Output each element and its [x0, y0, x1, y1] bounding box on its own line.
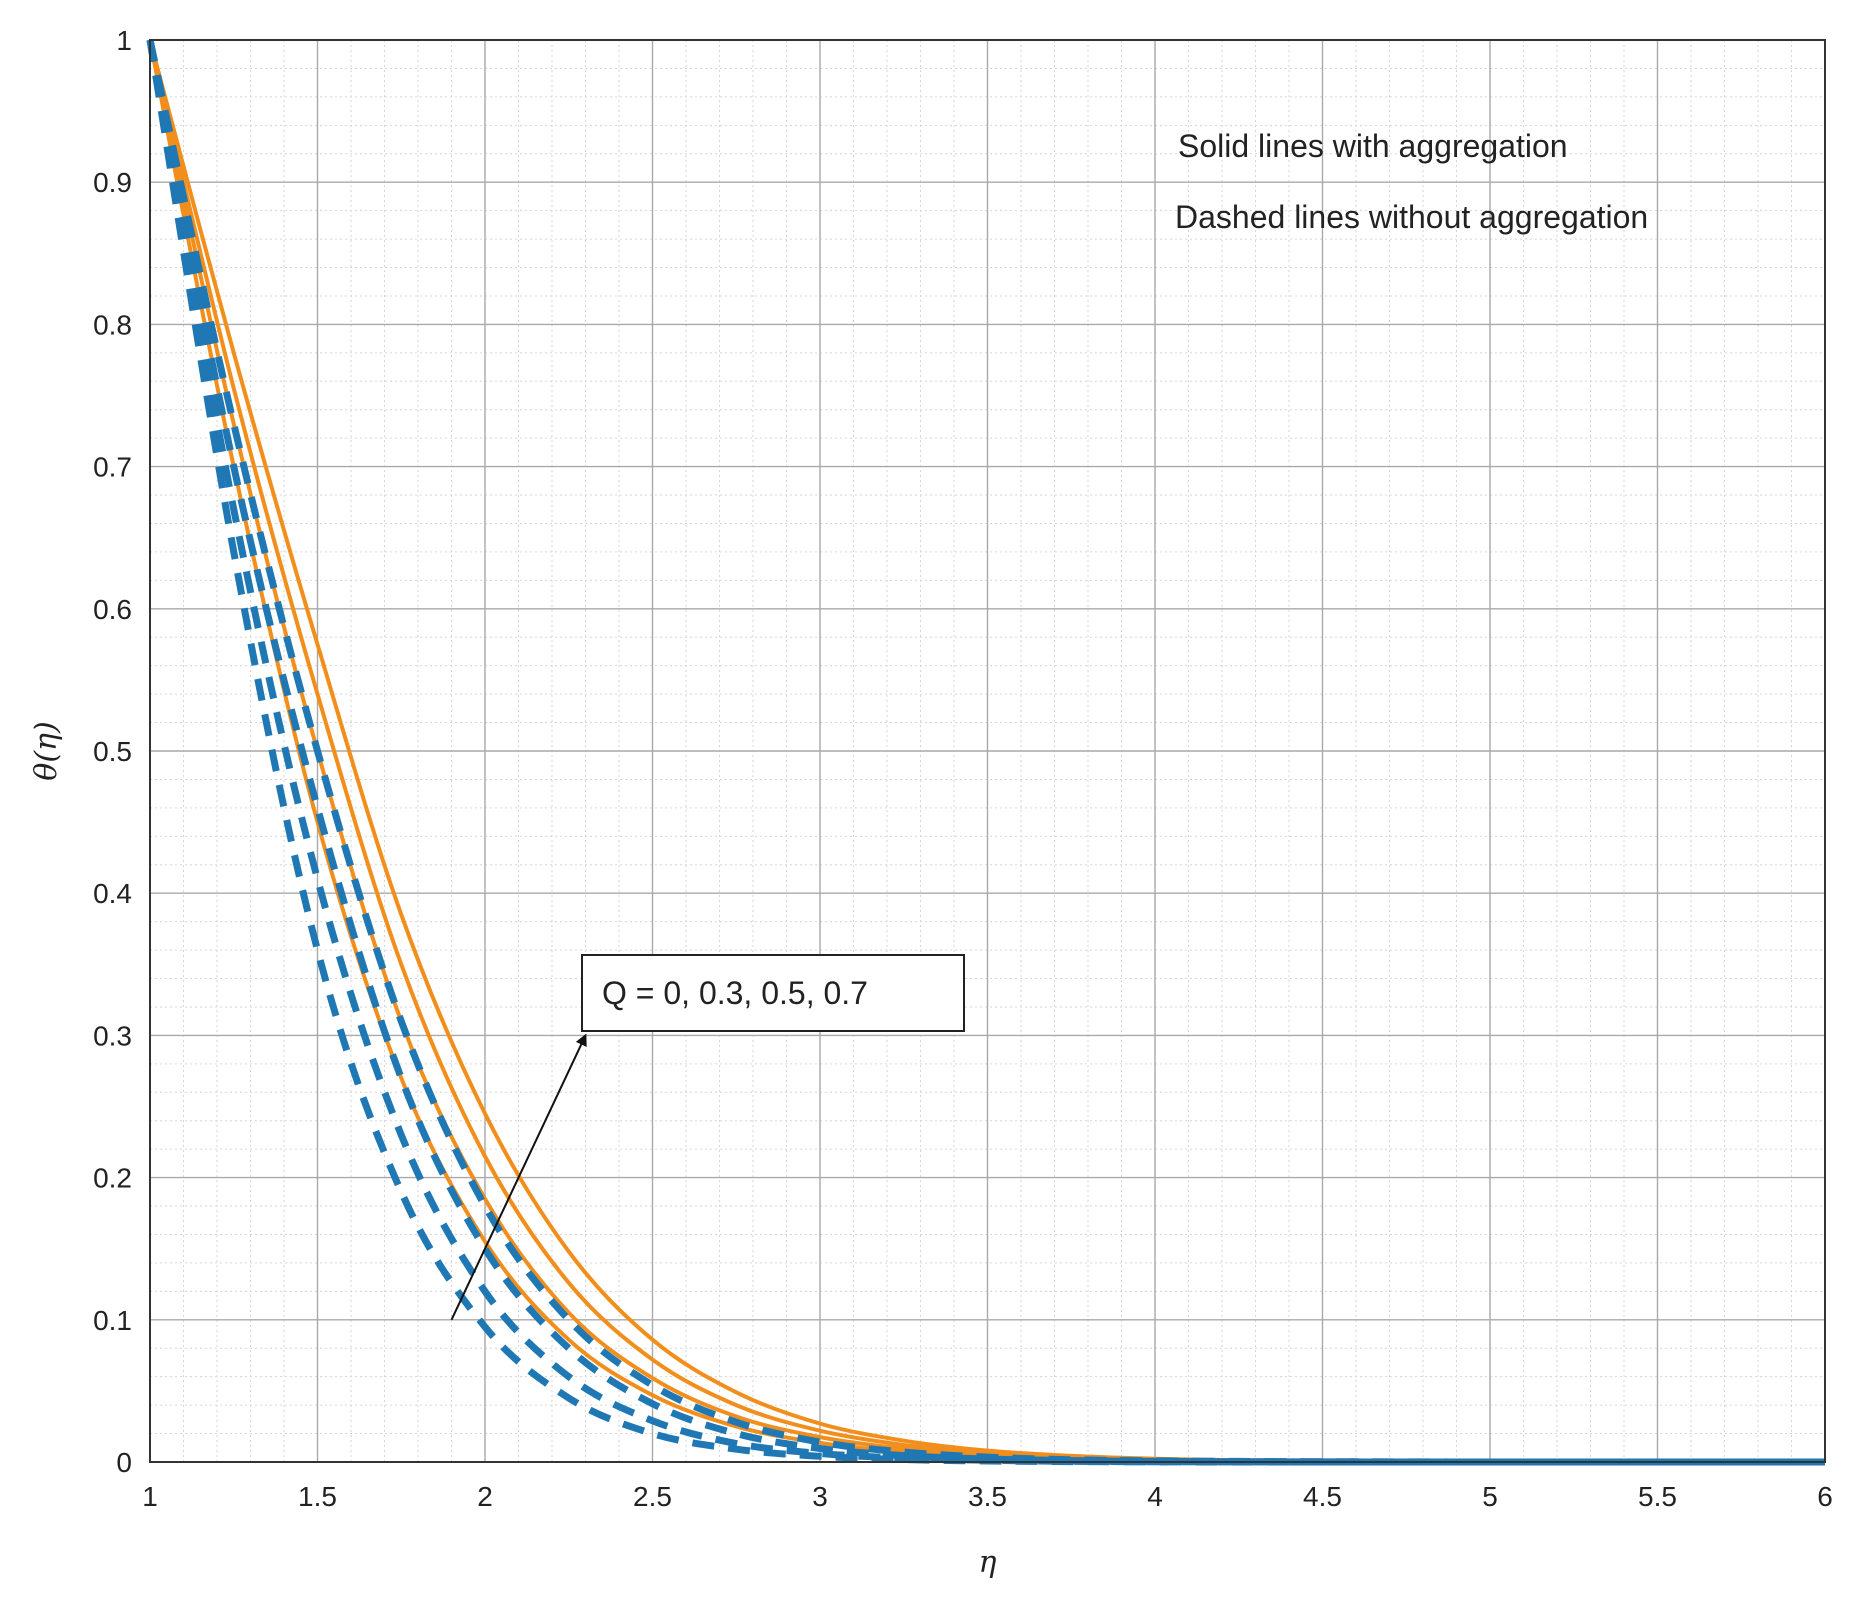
- y-tick-label: 0.2: [93, 1163, 132, 1194]
- x-tick-label: 3: [812, 1481, 828, 1512]
- y-tick-label: 0.4: [93, 878, 132, 909]
- y-tick-label: 0.9: [93, 167, 132, 198]
- parameter-box-label: Q = 0, 0.3, 0.5, 0.7: [602, 975, 868, 1011]
- x-tick-label: 5: [1482, 1481, 1498, 1512]
- note-dashed-lines: Dashed lines without aggregation: [1175, 199, 1648, 235]
- y-tick-label: 1: [116, 25, 132, 56]
- x-tick-label: 3.5: [968, 1481, 1007, 1512]
- x-tick-label: 1.5: [298, 1481, 337, 1512]
- plot-frame: [149, 39, 1826, 1463]
- y-tick-label: 0.8: [93, 309, 132, 340]
- trend-arrow: [450, 1033, 587, 1321]
- x-tick-label: 4.5: [1303, 1481, 1342, 1512]
- x-tick-label: 2.5: [633, 1481, 672, 1512]
- y-tick-label: 0.6: [93, 594, 132, 625]
- major-grid: [149, 39, 1826, 1463]
- y-tick-label: 0.1: [93, 1305, 132, 1336]
- dashed-series-line: [146, 39, 1825, 1466]
- parameter-box: [581, 954, 965, 1032]
- y-tick-label: 0.7: [93, 452, 132, 483]
- x-tick-label: 1: [142, 1481, 158, 1512]
- y-axis-label: θ(η): [29, 721, 64, 780]
- x-axis-label: η: [979, 1545, 997, 1580]
- note-solid-lines: Solid lines with aggregation: [1178, 128, 1568, 164]
- x-tick-label: 2: [477, 1481, 493, 1512]
- x-tick-label: 5.5: [1638, 1481, 1677, 1512]
- x-tick-label: 4: [1147, 1481, 1163, 1512]
- x-tick-labels: 1 1.5 2 2.5 3 3.5 4 4.5 5 5.5 6: [142, 1481, 1833, 1512]
- x-tick-label: 6: [1817, 1481, 1833, 1512]
- y-tick-label: 0.5: [93, 736, 132, 767]
- y-tick-label: 0.3: [93, 1020, 132, 1051]
- y-tick-labels: 0 0.1 0.2 0.3 0.4 0.5 0.6 0.7 0.8 0.9 1: [93, 25, 132, 1478]
- y-tick-label: 0: [116, 1447, 132, 1478]
